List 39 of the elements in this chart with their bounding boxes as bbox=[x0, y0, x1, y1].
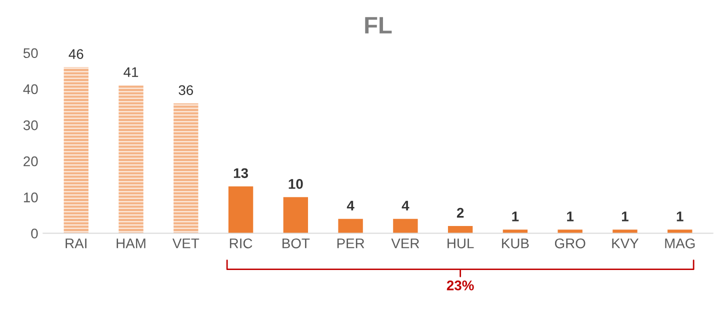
bar bbox=[283, 197, 308, 234]
bar bbox=[174, 103, 198, 234]
data-label: 4 bbox=[402, 200, 410, 210]
data-label: 1 bbox=[622, 212, 628, 222]
bar bbox=[228, 186, 254, 234]
x-tick-label: RIC bbox=[230, 238, 252, 248]
x-tick-label: GRO bbox=[554, 238, 586, 248]
data-label: 41 bbox=[124, 67, 138, 77]
data-label: 4 bbox=[346, 200, 354, 210]
y-tick-label: 40 bbox=[23, 84, 38, 94]
y-tick-label: 20 bbox=[24, 156, 38, 166]
x-tick-label: KVY bbox=[612, 238, 639, 248]
data-label: 46 bbox=[68, 49, 84, 59]
x-tick-label: BOT bbox=[282, 238, 310, 248]
x-tick-label: PER bbox=[337, 238, 364, 248]
x-tick-label: VER bbox=[391, 238, 420, 248]
data-label: 1 bbox=[512, 212, 519, 222]
data-label: 13 bbox=[234, 168, 248, 178]
bar bbox=[393, 218, 418, 234]
text: 23% bbox=[446, 280, 474, 290]
y-tick-label: 30 bbox=[23, 120, 38, 130]
x-tick-label: RAI bbox=[66, 238, 86, 248]
x-tick-label: HUL bbox=[448, 238, 474, 248]
data-label: 36 bbox=[178, 85, 194, 96]
x-tick-label: VET bbox=[172, 238, 200, 248]
chart-title: FL bbox=[365, 17, 392, 34]
data-label: 10 bbox=[288, 179, 303, 189]
data-label: 1 bbox=[567, 212, 574, 222]
x-tick-label: KUB bbox=[502, 238, 529, 248]
y-tick-label: 10 bbox=[24, 192, 38, 202]
y-tick-label: 50 bbox=[23, 48, 38, 58]
bar bbox=[64, 67, 88, 234]
bar bbox=[118, 85, 144, 234]
y-tick-label: 0 bbox=[31, 228, 38, 238]
bar bbox=[338, 218, 363, 234]
x-tick-label: MAG bbox=[665, 238, 695, 248]
data-label: 2 bbox=[456, 208, 464, 218]
x-tick-label: HAM bbox=[116, 238, 146, 248]
data-label: 1 bbox=[676, 212, 684, 222]
